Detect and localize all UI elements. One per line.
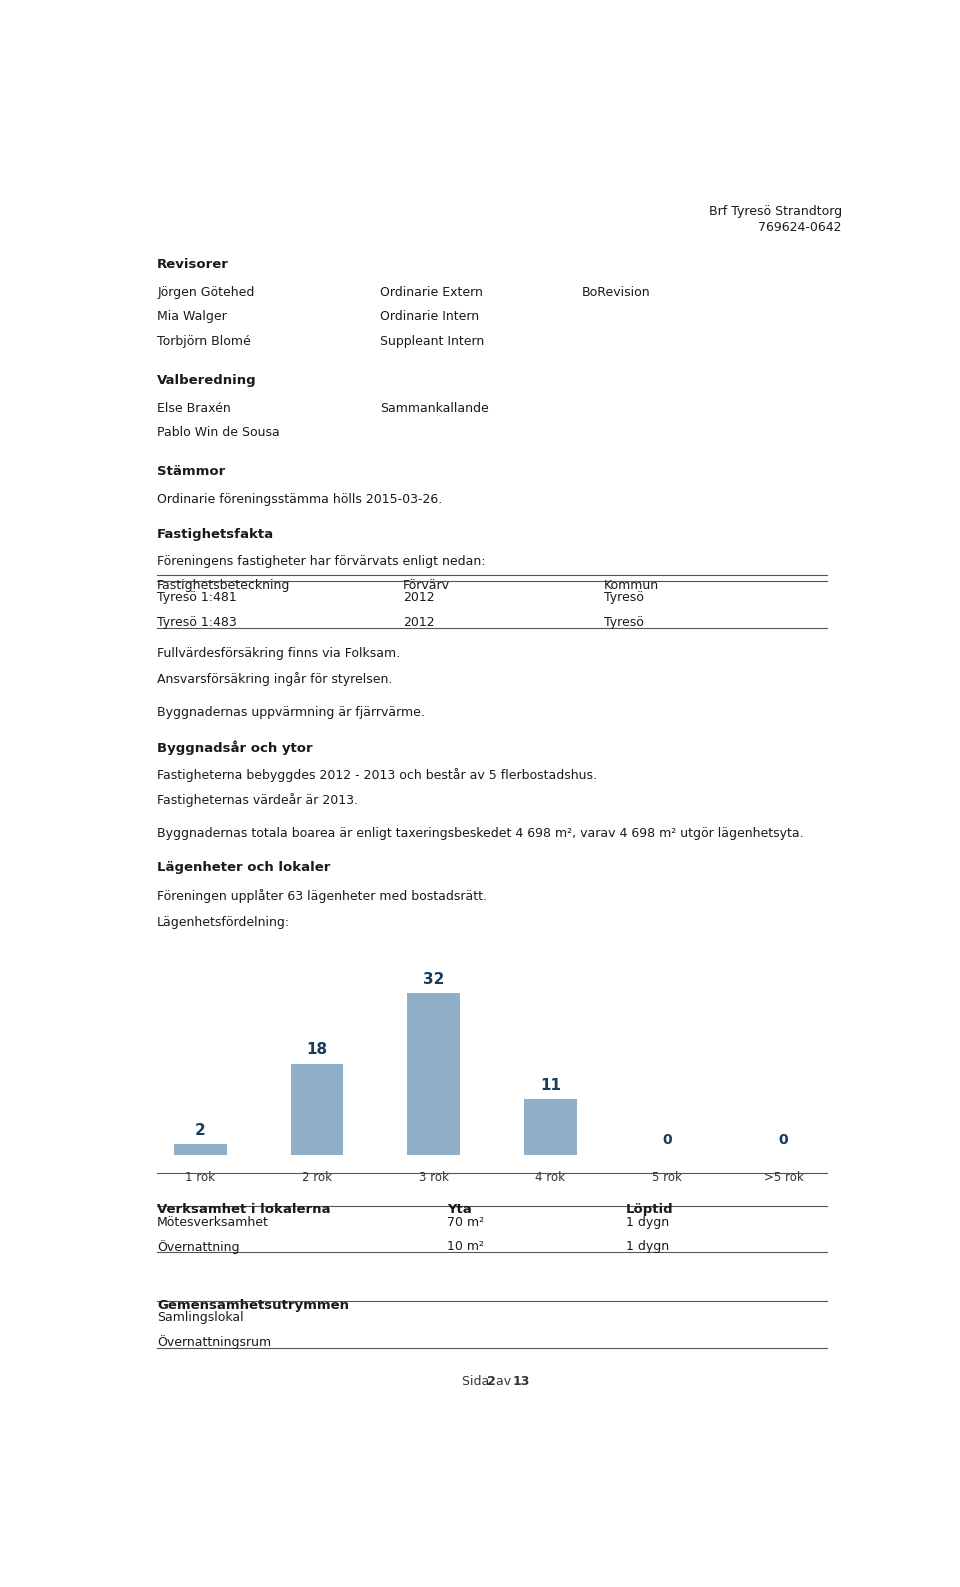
Text: Ordinarie föreningsstämma hölls 2015-03-26.: Ordinarie föreningsstämma hölls 2015-03-… bbox=[157, 494, 443, 506]
Text: 13: 13 bbox=[513, 1374, 530, 1389]
Text: BoRevision: BoRevision bbox=[581, 286, 650, 298]
Text: Tyresö: Tyresö bbox=[604, 592, 643, 605]
Text: Ordinarie Extern: Ordinarie Extern bbox=[380, 286, 483, 298]
Text: Byggnadernas totala boarea är enligt taxeringsbeskedet 4 698 m², varav 4 698 m² : Byggnadernas totala boarea är enligt tax… bbox=[157, 827, 804, 840]
Text: Lägenheter och lokaler: Lägenheter och lokaler bbox=[157, 862, 330, 874]
Text: Byggnadernas uppvärmning är fjärrvärme.: Byggnadernas uppvärmning är fjärrvärme. bbox=[157, 706, 425, 719]
Text: Stämmor: Stämmor bbox=[157, 465, 226, 478]
Text: Yta: Yta bbox=[447, 1203, 472, 1217]
Text: Valberedning: Valberedning bbox=[157, 375, 257, 387]
Text: Fastighetsfakta: Fastighetsfakta bbox=[157, 528, 275, 541]
Text: Pablo Win de Sousa: Pablo Win de Sousa bbox=[157, 427, 280, 440]
Text: Fastigheterna bebyggdes 2012 - 2013 och består av 5 flerbostadshus.: Fastigheterna bebyggdes 2012 - 2013 och … bbox=[157, 768, 597, 782]
Text: Samlingslokal: Samlingslokal bbox=[157, 1311, 244, 1324]
Text: Övernattningsrum: Övernattningsrum bbox=[157, 1335, 272, 1349]
Text: 10 m²: 10 m² bbox=[447, 1239, 485, 1254]
Text: Övernattning: Övernattning bbox=[157, 1239, 240, 1254]
Text: Else Braxén: Else Braxén bbox=[157, 402, 231, 414]
Text: Sammankallande: Sammankallande bbox=[380, 402, 490, 414]
Text: Tyresö 1:481: Tyresö 1:481 bbox=[157, 592, 237, 605]
Text: Tyresö 1:483: Tyresö 1:483 bbox=[157, 616, 237, 628]
Text: 2012: 2012 bbox=[403, 616, 434, 628]
Text: Fullvärdesförsäkring finns via Folksam.: Fullvärdesförsäkring finns via Folksam. bbox=[157, 647, 400, 660]
Text: Ordinarie Intern: Ordinarie Intern bbox=[380, 309, 480, 324]
Text: 70 m²: 70 m² bbox=[447, 1216, 485, 1228]
Text: 1 dygn: 1 dygn bbox=[626, 1216, 669, 1228]
Text: 1 dygn: 1 dygn bbox=[626, 1239, 669, 1254]
Text: av: av bbox=[492, 1374, 516, 1389]
Text: 2012: 2012 bbox=[403, 592, 434, 605]
Text: Gemensamhetsutrymmen: Gemensamhetsutrymmen bbox=[157, 1298, 349, 1312]
Text: 769624-0642: 769624-0642 bbox=[758, 221, 842, 233]
Text: 2: 2 bbox=[487, 1374, 495, 1389]
Text: Suppleant Intern: Suppleant Intern bbox=[380, 335, 485, 348]
Text: Verksamhet i lokalerna: Verksamhet i lokalerna bbox=[157, 1203, 330, 1217]
Text: Löptid: Löptid bbox=[626, 1203, 674, 1217]
Text: Föreningens fastigheter har förvärvats enligt nedan:: Föreningens fastigheter har förvärvats e… bbox=[157, 554, 486, 568]
Text: Brf Tyresö Strandtorg: Brf Tyresö Strandtorg bbox=[708, 205, 842, 217]
Text: Fastighetsbeteckning: Fastighetsbeteckning bbox=[157, 579, 291, 592]
Text: Revisorer: Revisorer bbox=[157, 257, 229, 271]
Text: Tyresö: Tyresö bbox=[604, 616, 643, 628]
Text: Jörgen Götehed: Jörgen Götehed bbox=[157, 286, 254, 298]
Text: Föreningen upplåter 63 lägenheter med bostadsrätt.: Föreningen upplåter 63 lägenheter med bo… bbox=[157, 889, 487, 903]
Text: Mia Walger: Mia Walger bbox=[157, 309, 227, 324]
Text: Fastigheternas värdeår är 2013.: Fastigheternas värdeår är 2013. bbox=[157, 794, 358, 806]
Text: Kommun: Kommun bbox=[604, 579, 659, 592]
Text: Lägenhetsfördelning:: Lägenhetsfördelning: bbox=[157, 916, 290, 930]
Text: Mötesverksamhet: Mötesverksamhet bbox=[157, 1216, 269, 1228]
Text: Byggnadsår och ytor: Byggnadsår och ytor bbox=[157, 741, 313, 755]
Text: Torbjörn Blomé: Torbjörn Blomé bbox=[157, 335, 251, 348]
Text: Ansvarsförsäkring ingår för styrelsen.: Ansvarsförsäkring ingår för styrelsen. bbox=[157, 671, 393, 686]
Text: Sida: Sida bbox=[462, 1374, 492, 1389]
Text: Förvärv: Förvärv bbox=[403, 579, 449, 592]
